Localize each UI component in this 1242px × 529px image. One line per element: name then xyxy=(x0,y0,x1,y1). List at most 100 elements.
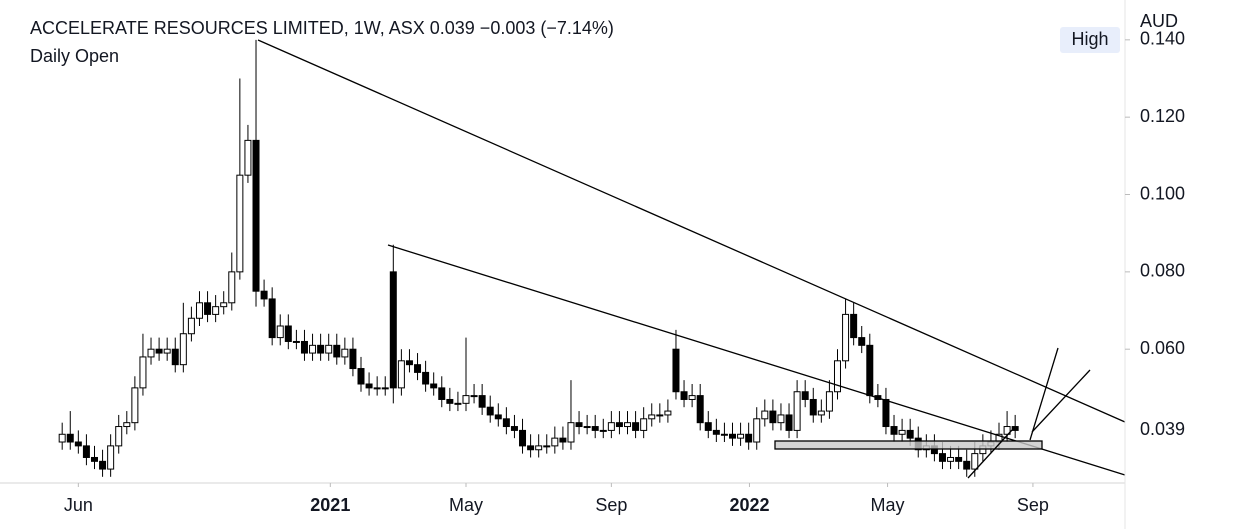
candle-body xyxy=(640,418,648,431)
x-tick-label: May xyxy=(449,495,483,515)
candle-body xyxy=(720,433,728,436)
candle-body xyxy=(842,313,850,362)
candle-body xyxy=(292,340,300,343)
candle-body xyxy=(833,360,841,393)
candle-body xyxy=(858,337,866,346)
candle-body xyxy=(90,456,98,462)
candle-body xyxy=(478,395,486,408)
candle-body xyxy=(510,426,518,431)
candle-body xyxy=(268,298,276,339)
candle-body xyxy=(704,422,712,431)
candle-body xyxy=(470,395,478,398)
candle-body xyxy=(737,433,745,439)
y-tick-label: 0.140 xyxy=(1140,29,1185,49)
candle-body xyxy=(494,414,502,420)
candle-body xyxy=(963,460,971,470)
candle-body xyxy=(74,441,82,447)
candle-body xyxy=(591,426,599,431)
candle-body xyxy=(729,433,737,439)
candle-body xyxy=(551,437,559,447)
x-tick-label: Jun xyxy=(64,495,93,515)
candle-body xyxy=(381,387,389,390)
chart-title: ACCELERATE RESOURCES LIMITED, 1W, ASX 0.… xyxy=(30,18,614,38)
y-tick-label: 0.080 xyxy=(1140,261,1185,281)
candle-body xyxy=(244,139,252,176)
candle-body xyxy=(502,418,510,428)
candle-body xyxy=(212,306,220,315)
trend-line xyxy=(967,429,1013,479)
candle-body xyxy=(446,398,454,404)
candle-body xyxy=(284,325,292,342)
unit-label: AUD xyxy=(1140,11,1178,31)
candle-body xyxy=(583,426,591,429)
y-tick-label: 0.120 xyxy=(1140,106,1185,126)
candle-body xyxy=(615,422,623,428)
projection-line xyxy=(1031,369,1091,433)
candle-body xyxy=(82,445,90,458)
candle-body xyxy=(228,271,236,304)
candle-body xyxy=(801,391,809,400)
candle-body xyxy=(155,348,163,354)
candle-body xyxy=(890,426,898,435)
candle-body xyxy=(99,460,107,470)
last-price-label: 0.039 xyxy=(1140,419,1185,439)
candle-body xyxy=(163,348,171,354)
drawings xyxy=(257,39,1126,479)
candle-body xyxy=(236,174,244,273)
candle-body xyxy=(179,333,187,366)
candles xyxy=(58,39,1019,477)
candle-body xyxy=(123,422,131,428)
x-tick-label: 2021 xyxy=(310,495,350,515)
candle-body xyxy=(648,414,656,420)
x-tick-label: Sep xyxy=(595,495,627,515)
candle-body xyxy=(825,391,833,412)
candle-body xyxy=(107,445,115,470)
candle-body xyxy=(777,414,785,424)
candle-body xyxy=(276,325,284,339)
chart-subtitle: Daily Open xyxy=(30,46,119,66)
candle-body xyxy=(543,445,551,448)
candle-body xyxy=(300,340,308,354)
candle-body xyxy=(438,387,446,400)
candle-body xyxy=(333,344,341,358)
candle-body xyxy=(656,414,664,417)
candle-body xyxy=(624,422,632,428)
support-zone xyxy=(774,440,1043,450)
candle-body xyxy=(66,433,74,443)
candle-body xyxy=(486,406,494,416)
candle-body xyxy=(260,290,268,300)
candle-body xyxy=(317,344,325,354)
candle-body xyxy=(1003,426,1011,435)
candle-body xyxy=(947,456,955,462)
y-tick-label: 0.060 xyxy=(1140,338,1185,358)
candle-body xyxy=(422,371,430,385)
candle-body xyxy=(971,453,979,470)
candle-body xyxy=(1011,426,1019,431)
candle-body xyxy=(58,433,66,443)
candle-body xyxy=(753,418,761,443)
candle-body xyxy=(955,456,963,462)
x-tick-label: May xyxy=(871,495,905,515)
candle-body xyxy=(793,391,801,431)
candle-body xyxy=(519,429,527,447)
candle-body xyxy=(414,364,422,373)
candle-body xyxy=(809,398,817,416)
candle-body xyxy=(906,429,914,439)
x-axis: Jun 2021 May Sep 2022 May Sep xyxy=(64,483,1049,515)
candle-body xyxy=(672,348,680,393)
candle-body xyxy=(688,395,696,400)
candle-body xyxy=(664,410,672,416)
candle-body xyxy=(850,313,858,339)
candle-body xyxy=(866,344,874,397)
candle-body xyxy=(204,302,212,315)
candle-body xyxy=(632,422,640,431)
candle-body xyxy=(252,139,260,292)
candle-body xyxy=(147,348,155,358)
candle-body xyxy=(559,437,567,443)
y-tick-label: 0.100 xyxy=(1140,183,1185,203)
x-tick-label: Sep xyxy=(1017,495,1049,515)
candle-body xyxy=(817,410,825,416)
candle-body xyxy=(115,426,123,447)
candle-body xyxy=(171,348,179,366)
candle-body xyxy=(139,356,147,389)
